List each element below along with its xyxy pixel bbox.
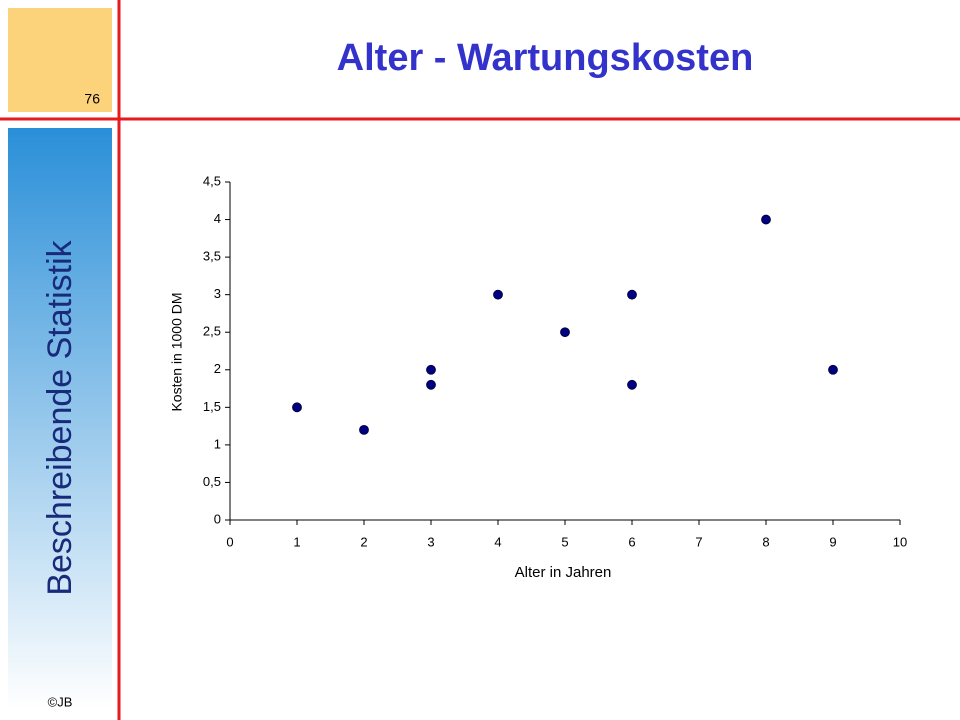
y-axis-label: Kosten in 1000 DM xyxy=(169,292,185,411)
point xyxy=(761,214,771,225)
x-tick-label: 1 xyxy=(293,534,300,549)
point xyxy=(627,289,637,300)
x-tick-label: 10 xyxy=(893,534,907,549)
y-tick-label: 3 xyxy=(214,286,221,301)
y-tick-label: 4 xyxy=(214,211,221,226)
y-tick-label: 1 xyxy=(214,436,221,451)
x-tick-label: 9 xyxy=(829,534,836,549)
x-tick-label: 3 xyxy=(427,534,434,549)
x-tick-label: 8 xyxy=(762,534,769,549)
footer: ©JB xyxy=(48,694,73,709)
side-title: Beschreibende Statistik xyxy=(41,239,79,595)
y-tick-label: 0,5 xyxy=(203,474,221,489)
corner-box xyxy=(8,8,112,112)
chart-title: Alter - Wartungskosten xyxy=(337,37,754,79)
y-tick-label: 0 xyxy=(214,511,221,526)
point xyxy=(828,364,838,375)
y-tick-label: 2 xyxy=(214,361,221,376)
y-tick-label: 3,5 xyxy=(203,249,221,264)
x-tick-label: 4 xyxy=(494,534,501,549)
point xyxy=(426,364,436,375)
y-tick-label: 2,5 xyxy=(203,324,221,339)
side-band xyxy=(8,128,112,708)
x-tick-label: 2 xyxy=(360,534,367,549)
point xyxy=(359,424,369,435)
point xyxy=(426,379,436,390)
point xyxy=(627,379,637,390)
page-number: 76 xyxy=(84,91,100,107)
x-tick-label: 7 xyxy=(695,534,702,549)
point xyxy=(560,327,570,338)
point xyxy=(493,289,503,300)
x-tick-label: 5 xyxy=(561,534,568,549)
x-tick-label: 0 xyxy=(226,534,233,549)
y-tick-label: 4,5 xyxy=(203,173,221,188)
y-tick-label: 1,5 xyxy=(203,399,221,414)
x-axis-label: Alter in Jahren xyxy=(515,564,612,581)
point xyxy=(292,402,302,413)
x-tick-label: 6 xyxy=(628,534,635,549)
